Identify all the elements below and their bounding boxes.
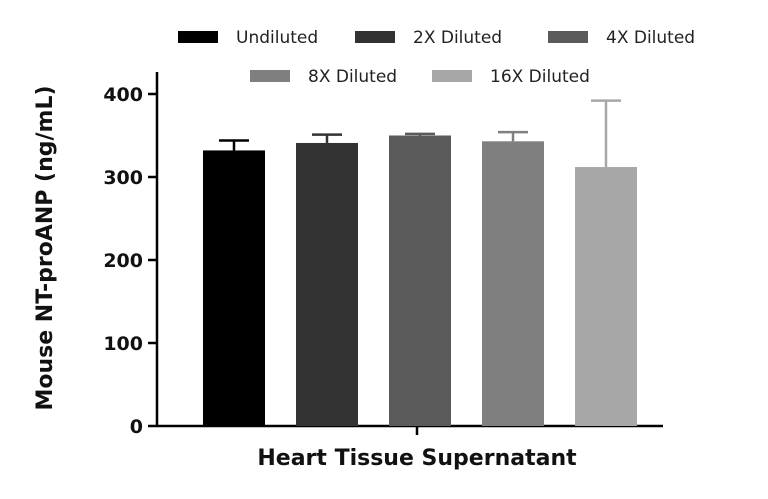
error-bars bbox=[219, 99, 621, 168]
bar-8x-diluted bbox=[482, 141, 544, 426]
bars bbox=[203, 135, 637, 427]
y-tick-label: 0 bbox=[130, 416, 143, 438]
y-ticks: 0 100 200 300 400 bbox=[103, 84, 419, 438]
legend-label: 4X Diluted bbox=[606, 28, 695, 48]
bar-2x-diluted bbox=[296, 142, 358, 426]
legend: Undiluted 2X Diluted 4X Diluted 8X Diluted 1… bbox=[178, 28, 695, 87]
legend-swatch bbox=[178, 31, 218, 43]
y-tick-label: 400 bbox=[103, 84, 143, 106]
bar-16x-diluted bbox=[575, 167, 637, 427]
legend-swatch bbox=[250, 70, 290, 82]
legend-swatch bbox=[355, 31, 395, 43]
legend-swatch bbox=[548, 31, 588, 43]
legend-label: 16X Diluted bbox=[490, 67, 590, 87]
y-tick-label: 100 bbox=[103, 333, 143, 355]
legend-swatch bbox=[432, 70, 472, 82]
y-tick-label: 300 bbox=[103, 167, 143, 189]
legend-label: Undiluted bbox=[236, 28, 318, 48]
y-tick-label: 200 bbox=[103, 250, 143, 272]
bar-4x-diluted bbox=[389, 135, 451, 426]
legend-label: 2X Diluted bbox=[413, 28, 502, 48]
x-axis-title: Heart Tissue Supernatant bbox=[257, 446, 577, 471]
y-axis-title: Mouse NT-proANP (ng/mL) bbox=[33, 85, 58, 410]
bar-undiluted bbox=[203, 150, 265, 426]
legend-label: 8X Diluted bbox=[308, 67, 397, 87]
